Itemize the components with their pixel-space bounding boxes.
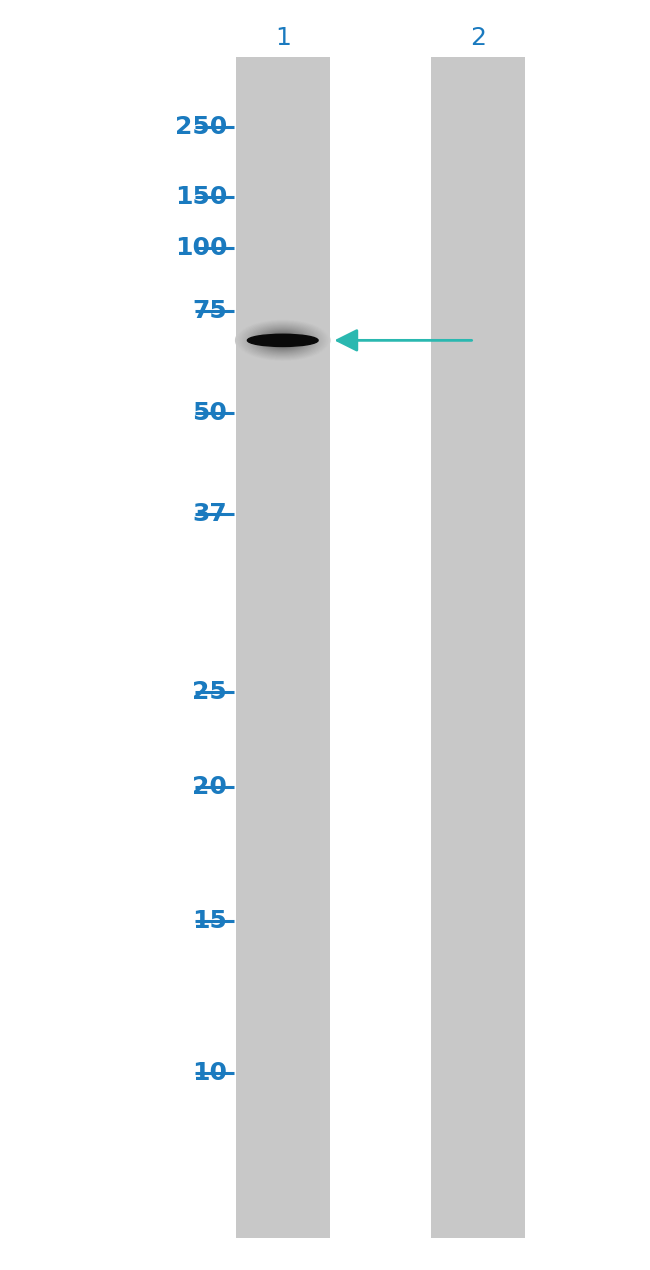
- Ellipse shape: [252, 328, 313, 353]
- Ellipse shape: [239, 321, 326, 359]
- Text: 10: 10: [192, 1062, 227, 1085]
- Ellipse shape: [248, 334, 318, 347]
- Ellipse shape: [278, 338, 287, 343]
- Bar: [430, 57, 525, 1238]
- Ellipse shape: [271, 335, 294, 345]
- Ellipse shape: [264, 333, 302, 348]
- Ellipse shape: [261, 330, 305, 351]
- Bar: [235, 57, 330, 1238]
- Ellipse shape: [242, 323, 323, 358]
- Ellipse shape: [273, 337, 292, 344]
- Ellipse shape: [254, 328, 312, 353]
- Ellipse shape: [242, 323, 324, 358]
- Ellipse shape: [259, 330, 306, 351]
- Text: 100: 100: [175, 236, 228, 259]
- Ellipse shape: [276, 338, 290, 343]
- Text: 25: 25: [192, 681, 227, 704]
- Ellipse shape: [258, 330, 307, 351]
- Ellipse shape: [248, 325, 318, 356]
- Text: 75: 75: [192, 300, 227, 323]
- Ellipse shape: [266, 333, 299, 348]
- Text: 250: 250: [175, 116, 228, 138]
- Ellipse shape: [251, 326, 315, 354]
- Ellipse shape: [270, 335, 296, 345]
- Ellipse shape: [255, 329, 310, 352]
- Ellipse shape: [246, 325, 319, 356]
- Text: 2: 2: [470, 27, 486, 50]
- Ellipse shape: [263, 331, 303, 349]
- Ellipse shape: [265, 333, 300, 348]
- Ellipse shape: [238, 321, 328, 359]
- Ellipse shape: [280, 339, 286, 342]
- Ellipse shape: [248, 325, 317, 356]
- Ellipse shape: [244, 324, 322, 357]
- Ellipse shape: [261, 331, 304, 349]
- Ellipse shape: [240, 323, 325, 358]
- Ellipse shape: [235, 320, 330, 361]
- Text: 20: 20: [192, 776, 227, 799]
- Ellipse shape: [257, 329, 309, 352]
- Ellipse shape: [237, 320, 329, 361]
- Text: 37: 37: [192, 503, 227, 526]
- Ellipse shape: [255, 328, 311, 353]
- Ellipse shape: [274, 337, 291, 344]
- Ellipse shape: [250, 326, 316, 354]
- Ellipse shape: [245, 324, 320, 357]
- Ellipse shape: [267, 334, 298, 347]
- Text: 15: 15: [192, 909, 227, 932]
- Ellipse shape: [268, 334, 297, 347]
- Ellipse shape: [280, 339, 285, 342]
- Text: 50: 50: [192, 401, 227, 424]
- Text: 1: 1: [275, 27, 291, 50]
- Ellipse shape: [272, 335, 293, 345]
- Ellipse shape: [277, 338, 289, 343]
- Text: 150: 150: [175, 185, 228, 208]
